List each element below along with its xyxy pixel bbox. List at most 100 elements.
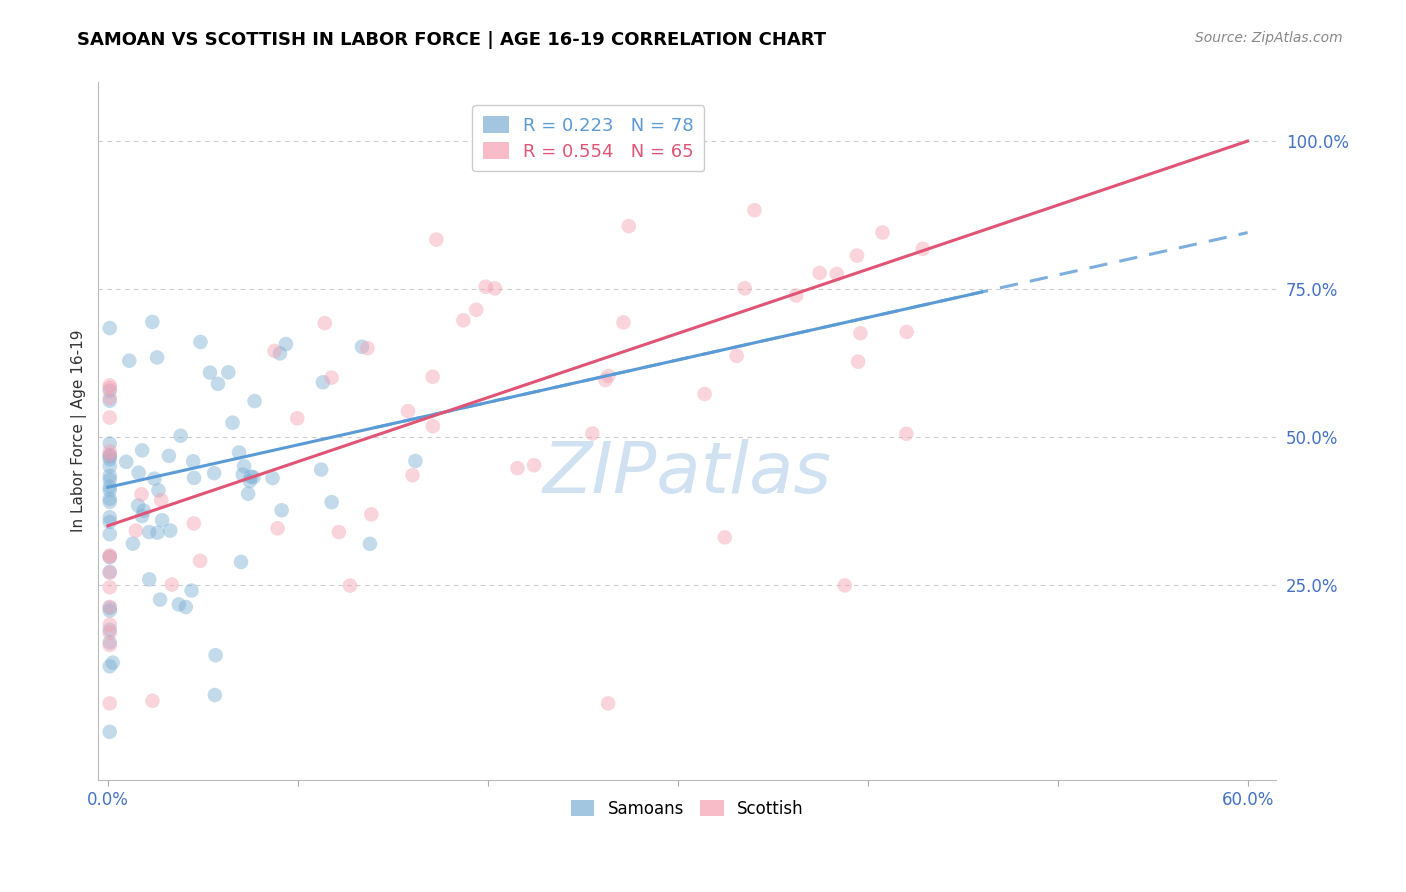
Point bbox=[98, 600, 121, 615]
Point bbox=[202, 466, 225, 480]
Point bbox=[98, 480, 121, 494]
Point bbox=[595, 373, 617, 387]
Point bbox=[911, 242, 934, 256]
Point bbox=[734, 281, 756, 295]
Point bbox=[236, 487, 259, 501]
Point bbox=[350, 340, 373, 354]
Point bbox=[744, 203, 766, 218]
Point bbox=[98, 393, 121, 408]
Point bbox=[159, 524, 181, 538]
Point bbox=[98, 697, 121, 711]
Point bbox=[266, 521, 288, 535]
Point bbox=[713, 530, 735, 544]
Point bbox=[339, 578, 361, 592]
Point bbox=[612, 315, 634, 329]
Point bbox=[98, 381, 121, 395]
Point bbox=[360, 508, 382, 522]
Point bbox=[98, 580, 121, 594]
Point bbox=[188, 554, 211, 568]
Point bbox=[321, 495, 343, 509]
Point bbox=[872, 226, 894, 240]
Point bbox=[359, 537, 381, 551]
Point bbox=[98, 391, 121, 405]
Point bbox=[243, 394, 266, 409]
Point bbox=[146, 525, 169, 540]
Point bbox=[274, 337, 297, 351]
Point bbox=[98, 638, 121, 652]
Point bbox=[122, 536, 145, 550]
Point bbox=[404, 454, 426, 468]
Point bbox=[693, 387, 716, 401]
Point bbox=[98, 565, 121, 579]
Point bbox=[98, 617, 121, 632]
Point bbox=[834, 578, 856, 592]
Point bbox=[143, 472, 166, 486]
Point bbox=[204, 688, 226, 702]
Point bbox=[98, 450, 121, 464]
Legend: Samoans, Scottish: Samoans, Scottish bbox=[564, 793, 810, 824]
Point bbox=[242, 470, 264, 484]
Point bbox=[98, 444, 121, 458]
Point bbox=[146, 351, 169, 365]
Point bbox=[115, 455, 138, 469]
Point bbox=[98, 527, 121, 541]
Point bbox=[207, 376, 229, 391]
Point bbox=[808, 266, 831, 280]
Point bbox=[98, 550, 121, 565]
Point bbox=[132, 503, 155, 517]
Point bbox=[169, 428, 191, 442]
Point bbox=[98, 491, 121, 506]
Point bbox=[131, 509, 153, 524]
Point bbox=[328, 525, 350, 540]
Point bbox=[183, 471, 205, 485]
Point bbox=[396, 404, 419, 418]
Point bbox=[581, 426, 603, 441]
Point bbox=[453, 313, 475, 327]
Point bbox=[98, 604, 121, 618]
Point bbox=[141, 315, 163, 329]
Point bbox=[149, 592, 172, 607]
Point bbox=[167, 598, 190, 612]
Point bbox=[232, 467, 254, 482]
Point bbox=[181, 454, 204, 468]
Point bbox=[523, 458, 546, 473]
Point bbox=[617, 219, 640, 234]
Point bbox=[825, 267, 848, 281]
Point bbox=[228, 445, 250, 459]
Point bbox=[98, 515, 121, 529]
Point bbox=[598, 368, 620, 383]
Point bbox=[190, 334, 212, 349]
Point bbox=[148, 483, 170, 498]
Point bbox=[465, 302, 488, 317]
Point bbox=[262, 471, 284, 485]
Point bbox=[233, 459, 256, 474]
Point bbox=[183, 516, 205, 531]
Point bbox=[269, 346, 291, 360]
Point bbox=[627, 158, 650, 172]
Point bbox=[285, 411, 308, 425]
Point bbox=[846, 249, 869, 263]
Point bbox=[150, 493, 173, 508]
Point bbox=[138, 573, 160, 587]
Point bbox=[474, 279, 496, 293]
Point bbox=[312, 376, 335, 390]
Point bbox=[598, 697, 620, 711]
Point bbox=[422, 369, 444, 384]
Point bbox=[321, 370, 343, 384]
Point bbox=[98, 495, 121, 509]
Point bbox=[150, 513, 173, 527]
Text: Source: ZipAtlas.com: Source: ZipAtlas.com bbox=[1195, 31, 1343, 45]
Text: SAMOAN VS SCOTTISH IN LABOR FORCE | AGE 16-19 CORRELATION CHART: SAMOAN VS SCOTTISH IN LABOR FORCE | AGE … bbox=[77, 31, 827, 49]
Point bbox=[356, 341, 378, 355]
Point bbox=[157, 449, 180, 463]
Point bbox=[127, 499, 149, 513]
Point bbox=[98, 448, 121, 462]
Point bbox=[98, 549, 121, 563]
Point bbox=[263, 343, 285, 358]
Point bbox=[270, 503, 292, 517]
Point bbox=[98, 448, 121, 462]
Point bbox=[896, 426, 918, 441]
Point bbox=[98, 625, 121, 640]
Point bbox=[138, 524, 160, 539]
Point bbox=[204, 648, 226, 663]
